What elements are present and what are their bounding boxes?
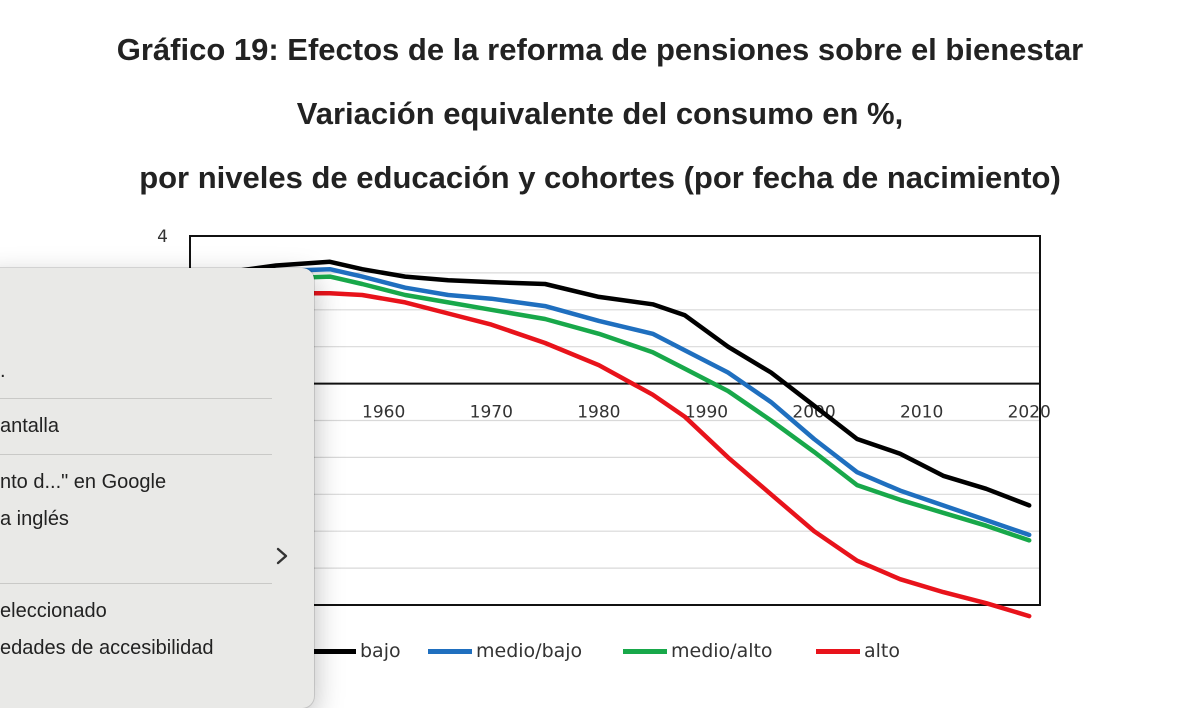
legend-swatch-alto [816, 648, 860, 654]
legend-swatch-medio-bajo [428, 648, 472, 654]
chevron-right-icon [276, 547, 288, 565]
y-tick-label: 4 [157, 227, 168, 247]
line-chart: 401960197019801990200020102020 [157, 227, 1051, 619]
context-menu: . antalla nto d..." en Google a inglés e… [0, 268, 314, 708]
x-tick-label: 2000 [792, 403, 835, 423]
chart-subtitle-line-2: por niveles de educación y cohortes (por… [139, 160, 1061, 195]
menu-separator [0, 398, 272, 399]
legend-label-alto: alto [864, 640, 900, 662]
menu-separator [0, 454, 272, 455]
menu-item-accessibility[interactable]: edades de accesibilidad [0, 637, 214, 659]
legend-label-medio-alto: medio/alto [671, 640, 773, 662]
menu-separator [0, 583, 272, 584]
menu-item-screenshot[interactable]: antalla [0, 415, 59, 437]
menu-item-translate[interactable]: a inglés [0, 508, 69, 530]
series-line-medio-bajo [220, 266, 1032, 538]
legend-label-bajo: bajo [360, 640, 401, 662]
x-tick-label: 1980 [577, 403, 620, 423]
legend-swatch-bajo [312, 648, 356, 654]
menu-item-submenu[interactable] [0, 541, 300, 571]
menu-item-1[interactable]: . [0, 360, 6, 382]
series-line-alto [220, 290, 1032, 619]
legend-item-medio-alto: medio/alto [623, 640, 773, 662]
legend-item-bajo: bajo [312, 640, 401, 662]
series-line-bajo [220, 259, 1032, 508]
x-tick-label: 2020 [1008, 403, 1051, 423]
series-line-medio-alto [220, 274, 1032, 543]
chart-title: Gráfico 19: Efectos de la reforma de pen… [116, 32, 1084, 67]
legend-swatch-medio-alto [623, 648, 667, 654]
legend-label-medio-bajo: medio/bajo [476, 640, 583, 662]
x-tick-label: 1990 [685, 403, 728, 423]
x-tick-label: 1960 [362, 403, 405, 423]
x-tick-label: 1970 [470, 403, 513, 423]
x-tick-label: 2010 [900, 403, 943, 423]
menu-item-selected[interactable]: eleccionado [0, 600, 107, 622]
legend-item-medio-bajo: medio/bajo [428, 640, 582, 662]
menu-item-search-google[interactable]: nto d..." en Google [0, 471, 167, 493]
chart-subtitle-line-1: Variación equivalente del consumo en %, [296, 96, 904, 131]
legend-item-alto: alto [816, 640, 900, 662]
